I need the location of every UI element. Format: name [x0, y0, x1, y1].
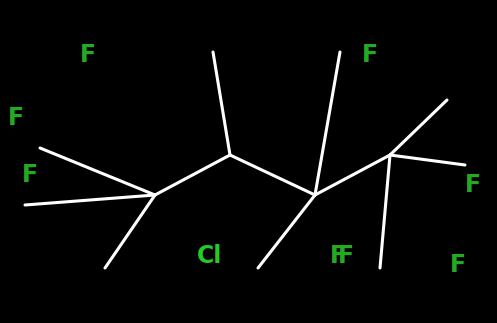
Text: F: F — [22, 163, 38, 187]
Text: F: F — [465, 173, 481, 197]
Text: F: F — [450, 253, 466, 277]
Text: Cl: Cl — [197, 244, 223, 268]
Text: F: F — [338, 244, 354, 268]
Text: F: F — [362, 43, 378, 67]
Text: F: F — [8, 106, 24, 130]
Text: F: F — [80, 43, 96, 67]
Text: F: F — [330, 244, 346, 268]
